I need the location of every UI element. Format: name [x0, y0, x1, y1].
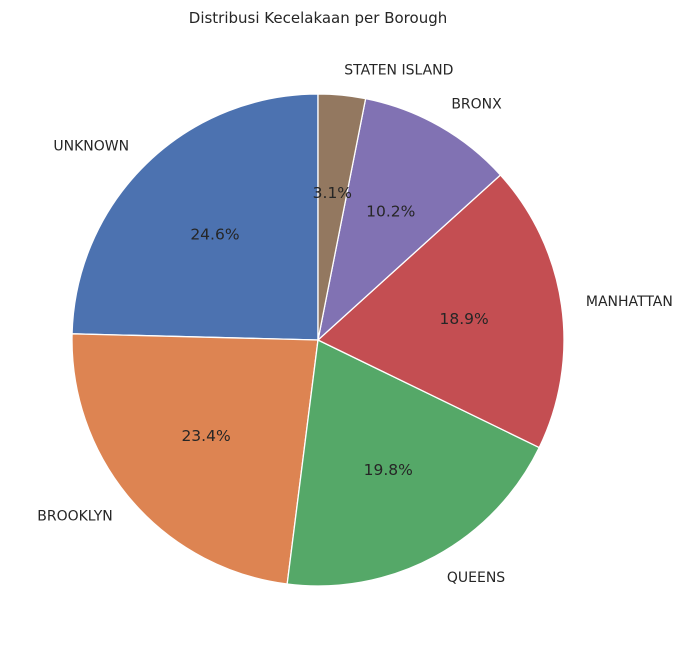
- pct-label-queens: 19.8%: [364, 461, 413, 479]
- pie-slice-manhattan: [316, 174, 565, 449]
- slice-label-queens: QUEENS: [447, 570, 505, 586]
- pie-slice-staten-island: [317, 93, 367, 341]
- slice-label-manhattan: MANHATTAN: [586, 294, 673, 310]
- pct-label-brooklyn: 23.4%: [181, 427, 230, 445]
- slice-label-brooklyn: BROOKLYN: [37, 508, 113, 524]
- chart-title: Distribusi Kecelakaan per Borough: [189, 9, 447, 27]
- slice-label-bronx: BRONX: [451, 97, 502, 113]
- pie-slice-queens: [286, 339, 541, 587]
- pie-slices: [71, 93, 565, 587]
- pie-slice-bronx: [316, 97, 502, 342]
- pie-slice-brooklyn: [71, 333, 319, 585]
- pie-slice-unknown: [71, 93, 319, 341]
- slice-label-unknown: UNKNOWN: [53, 138, 129, 154]
- pct-label-unknown: 24.6%: [190, 225, 239, 243]
- pie-labels: UNKNOWN 24.6% BROOKLYN 23.4% QUEENS 19.8% MANH…: [37, 63, 673, 586]
- pct-label-staten-island: 3.1%: [313, 184, 352, 202]
- slice-label-staten-island: STATEN ISLAND: [344, 63, 453, 79]
- pct-label-manhattan: 18.9%: [440, 310, 489, 328]
- pct-label-bronx: 10.2%: [366, 203, 415, 221]
